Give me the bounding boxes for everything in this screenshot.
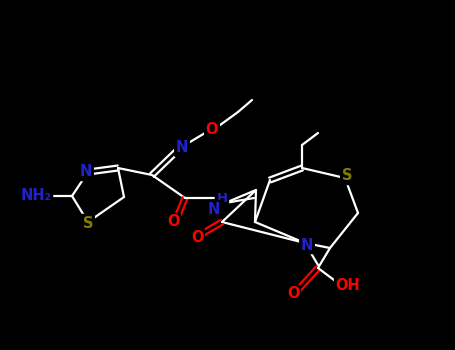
Text: N: N [301, 238, 313, 252]
Text: O: O [191, 230, 203, 245]
Text: N: N [208, 202, 220, 217]
Text: S: S [83, 216, 93, 231]
Text: N: N [80, 164, 92, 180]
Text: O: O [167, 215, 179, 230]
Text: O: O [287, 287, 299, 301]
Text: O: O [206, 121, 218, 136]
Text: NH₂: NH₂ [20, 189, 51, 203]
Text: OH: OH [336, 278, 360, 293]
Text: S: S [342, 168, 352, 183]
Text: H: H [217, 191, 228, 204]
Text: N: N [176, 140, 188, 155]
